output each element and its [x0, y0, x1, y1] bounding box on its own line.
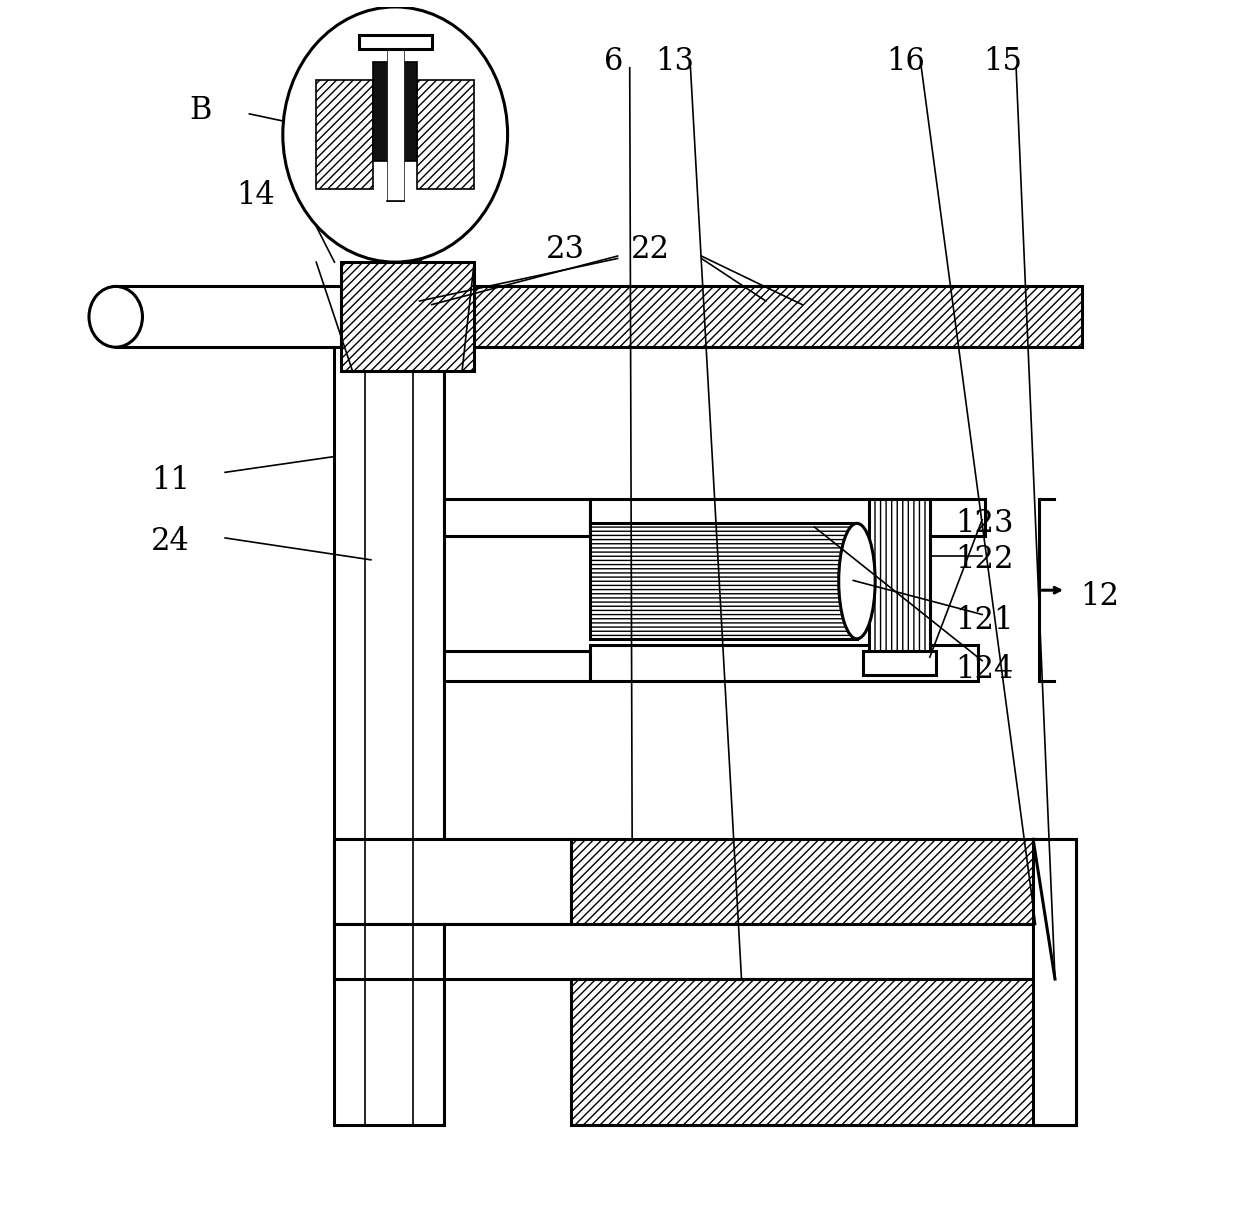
Bar	[1033, 839, 1075, 1125]
Text: 12: 12	[1080, 581, 1120, 612]
Text: 24: 24	[151, 526, 190, 557]
Bar	[335, 317, 444, 1125]
Bar	[387, 43, 404, 202]
Bar	[341, 262, 474, 371]
Text: 14: 14	[236, 179, 275, 211]
Ellipse shape	[89, 286, 143, 347]
Bar	[115, 286, 341, 347]
Bar	[444, 924, 1075, 980]
Ellipse shape	[283, 7, 507, 262]
Bar	[572, 839, 1075, 924]
Text: 11: 11	[151, 466, 190, 497]
Text: 6: 6	[604, 47, 624, 77]
Text: 13: 13	[655, 47, 694, 77]
Text: 22: 22	[631, 235, 670, 265]
Text: 121: 121	[955, 605, 1014, 637]
Text: 122: 122	[955, 544, 1014, 575]
Bar	[444, 499, 590, 536]
Bar	[373, 61, 417, 161]
Bar	[590, 645, 978, 681]
Text: 15: 15	[983, 47, 1022, 77]
Text: 123: 123	[955, 508, 1014, 538]
Bar	[869, 499, 930, 654]
Bar	[358, 34, 432, 49]
Bar	[417, 80, 474, 189]
Ellipse shape	[838, 524, 875, 639]
Bar	[341, 286, 1081, 347]
Bar	[335, 924, 444, 980]
Bar	[377, 171, 419, 262]
Text: 23: 23	[546, 235, 585, 265]
Bar	[335, 839, 572, 924]
Text: 16: 16	[887, 47, 925, 77]
Text: B: B	[190, 95, 212, 125]
Bar	[590, 499, 985, 536]
Bar	[590, 524, 857, 639]
Bar	[444, 651, 590, 681]
Bar	[316, 80, 373, 189]
Text: 124: 124	[955, 654, 1013, 685]
Bar	[572, 980, 1075, 1125]
Bar	[863, 651, 936, 675]
